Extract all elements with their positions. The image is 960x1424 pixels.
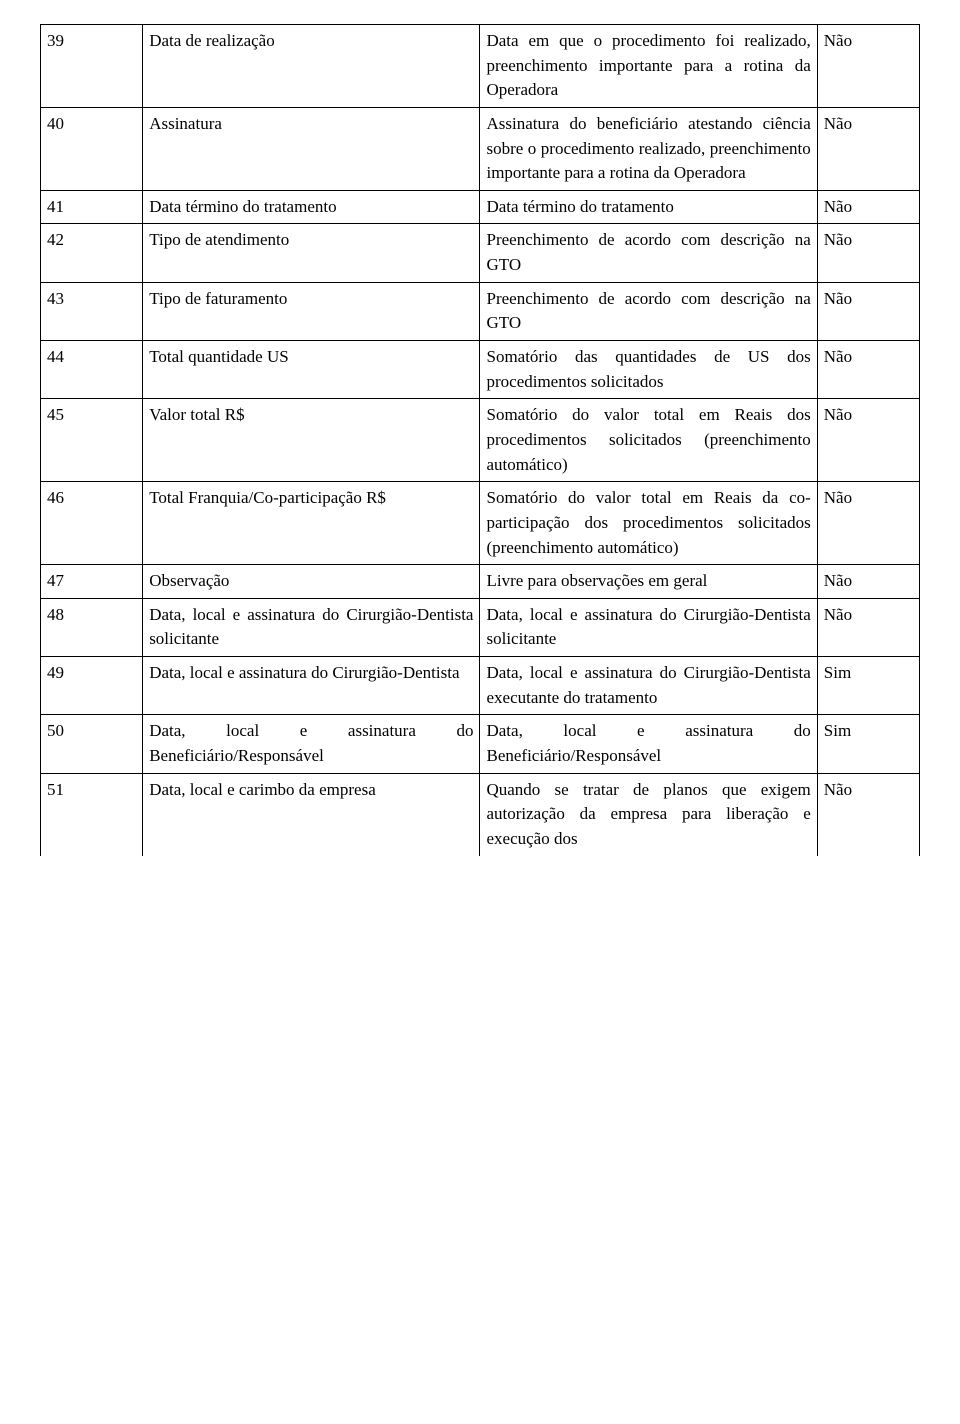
cell-field: Data, local e carimbo da empresa xyxy=(143,773,480,855)
cell-mandatory: Sim xyxy=(817,657,919,715)
cell-field: Total quantidade US xyxy=(143,341,480,399)
cell-field: Total Franquia/Co-participação R$ xyxy=(143,482,480,565)
cell-description: Data término do tratamento xyxy=(480,190,817,224)
cell-description: Data, local e assinatura do Cirurgião-De… xyxy=(480,657,817,715)
cell-description: Quando se tratar de planos que exigem au… xyxy=(480,773,817,855)
cell-description: Somatório do valor total em Reais da co-… xyxy=(480,482,817,565)
cell-field: Data, local e assinatura do Cirurgião-De… xyxy=(143,598,480,656)
cell-number: 46 xyxy=(41,482,143,565)
cell-mandatory: Não xyxy=(817,482,919,565)
table-row: 50Data, local e assinatura do Beneficiár… xyxy=(41,715,920,773)
cell-field: Data, local e assinatura do Beneficiário… xyxy=(143,715,480,773)
cell-description: Preenchimento de acordo com descrição na… xyxy=(480,282,817,340)
cell-field: Data, local e assinatura do Cirurgião-De… xyxy=(143,657,480,715)
cell-description: Somatório das quantidades de US dos proc… xyxy=(480,341,817,399)
cell-mandatory: Não xyxy=(817,399,919,482)
cell-description: Assinatura do beneficiário atestando ciê… xyxy=(480,107,817,190)
cell-field: Observação xyxy=(143,565,480,599)
cell-field: Assinatura xyxy=(143,107,480,190)
cell-number: 45 xyxy=(41,399,143,482)
cell-number: 41 xyxy=(41,190,143,224)
cell-mandatory: Não xyxy=(817,190,919,224)
cell-mandatory: Não xyxy=(817,773,919,855)
cell-field: Valor total R$ xyxy=(143,399,480,482)
cell-number: 42 xyxy=(41,224,143,282)
table-row: 45Valor total R$Somatório do valor total… xyxy=(41,399,920,482)
table-row: 48Data, local e assinatura do Cirurgião-… xyxy=(41,598,920,656)
cell-mandatory: Não xyxy=(817,598,919,656)
table-row: 39Data de realizaçãoData em que o proced… xyxy=(41,25,920,108)
cell-number: 43 xyxy=(41,282,143,340)
cell-number: 47 xyxy=(41,565,143,599)
cell-mandatory: Não xyxy=(817,107,919,190)
table-row: 43Tipo de faturamentoPreenchimento de ac… xyxy=(41,282,920,340)
cell-mandatory: Não xyxy=(817,282,919,340)
cell-field: Data de realização xyxy=(143,25,480,108)
cell-number: 49 xyxy=(41,657,143,715)
table-body: 39Data de realizaçãoData em que o proced… xyxy=(41,25,920,856)
cell-mandatory: Não xyxy=(817,224,919,282)
cell-field: Tipo de atendimento xyxy=(143,224,480,282)
cell-number: 48 xyxy=(41,598,143,656)
cell-mandatory: Não xyxy=(817,25,919,108)
table-row: 42Tipo de atendimentoPreenchimento de ac… xyxy=(41,224,920,282)
cell-description: Data, local e assinatura do Beneficiário… xyxy=(480,715,817,773)
cell-mandatory: Sim xyxy=(817,715,919,773)
table-row: 41Data término do tratamentoData término… xyxy=(41,190,920,224)
table-row: 40AssinaturaAssinatura do beneficiário a… xyxy=(41,107,920,190)
table-row: 44Total quantidade USSomatório das quant… xyxy=(41,341,920,399)
table-row: 46Total Franquia/Co-participação R$Somat… xyxy=(41,482,920,565)
cell-field: Data término do tratamento xyxy=(143,190,480,224)
cell-description: Data, local e assinatura do Cirurgião-De… xyxy=(480,598,817,656)
cell-number: 51 xyxy=(41,773,143,855)
cell-mandatory: Não xyxy=(817,565,919,599)
fields-table: 39Data de realizaçãoData em que o proced… xyxy=(40,24,920,856)
cell-number: 39 xyxy=(41,25,143,108)
cell-description: Preenchimento de acordo com descrição na… xyxy=(480,224,817,282)
table-row: 47ObservaçãoLivre para observações em ge… xyxy=(41,565,920,599)
cell-description: Livre para observações em geral xyxy=(480,565,817,599)
cell-description: Data em que o procedimento foi realizado… xyxy=(480,25,817,108)
cell-description: Somatório do valor total em Reais dos pr… xyxy=(480,399,817,482)
cell-field: Tipo de faturamento xyxy=(143,282,480,340)
table-row: 51Data, local e carimbo da empresaQuando… xyxy=(41,773,920,855)
cell-mandatory: Não xyxy=(817,341,919,399)
cell-number: 40 xyxy=(41,107,143,190)
cell-number: 44 xyxy=(41,341,143,399)
cell-number: 50 xyxy=(41,715,143,773)
table-row: 49Data, local e assinatura do Cirurgião-… xyxy=(41,657,920,715)
